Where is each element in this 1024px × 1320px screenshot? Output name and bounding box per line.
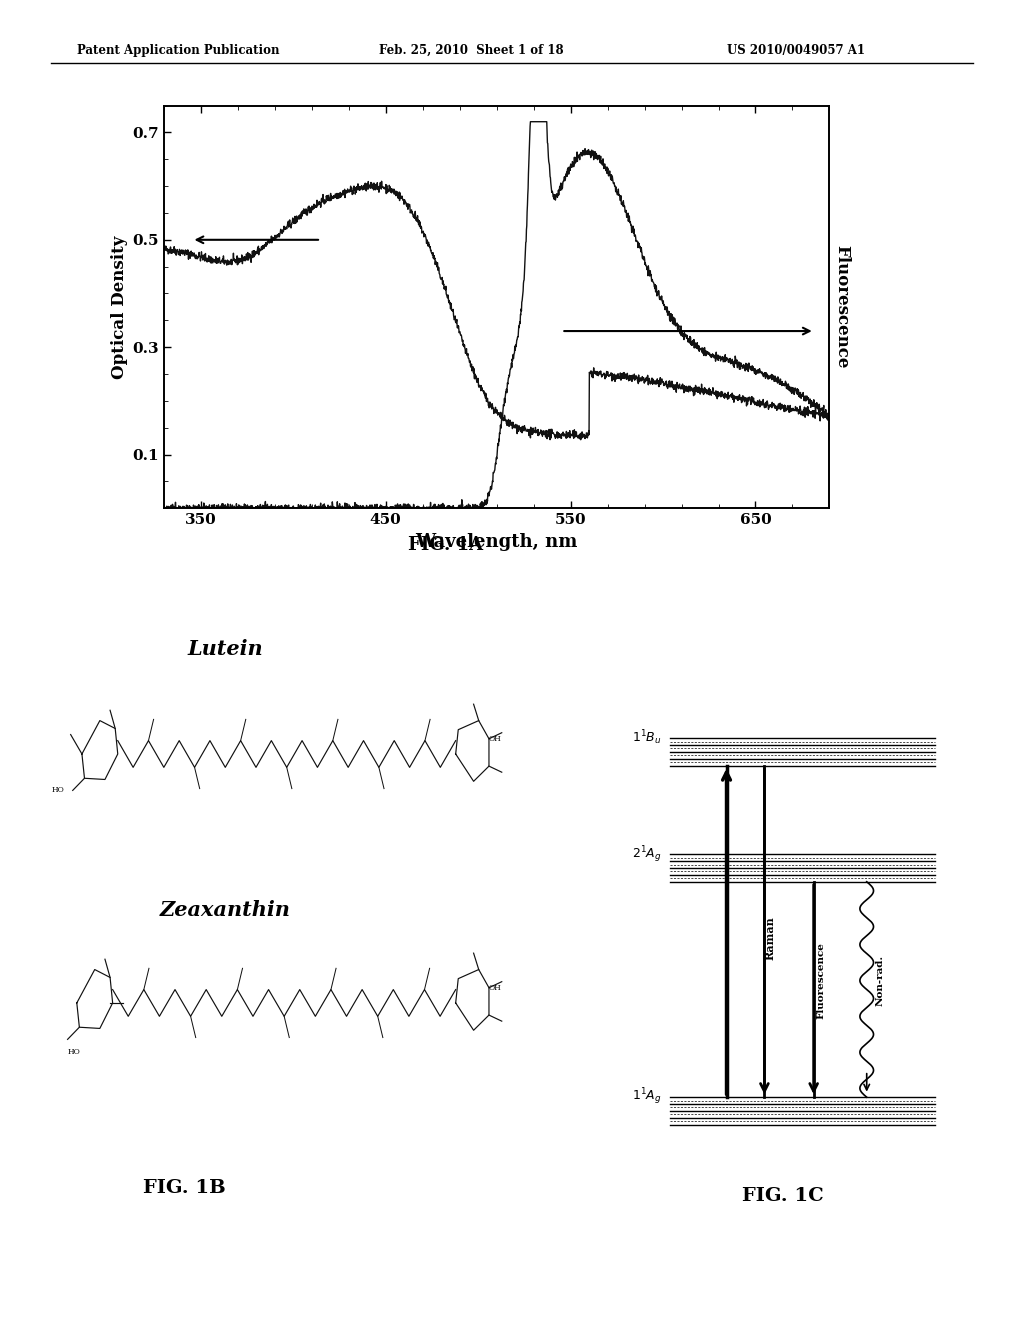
Text: OH: OH: [489, 735, 502, 743]
Text: HO: HO: [68, 1048, 81, 1056]
Text: US 2010/0049057 A1: US 2010/0049057 A1: [727, 44, 865, 57]
X-axis label: Wavelength, nm: Wavelength, nm: [416, 532, 578, 550]
Text: $1^1B_u$: $1^1B_u$: [633, 729, 663, 747]
Text: HO: HO: [51, 787, 63, 795]
Text: Fluorescence: Fluorescence: [816, 942, 825, 1019]
Text: FIG. 1A: FIG. 1A: [408, 536, 483, 554]
Text: FIG. 1B: FIG. 1B: [143, 1179, 225, 1197]
Text: FIG. 1C: FIG. 1C: [742, 1187, 824, 1205]
Text: $1^1A_g$: $1^1A_g$: [633, 1086, 663, 1107]
Y-axis label: Fluorescence: Fluorescence: [834, 246, 850, 368]
Text: Patent Application Publication: Patent Application Publication: [77, 44, 280, 57]
Y-axis label: Optical Density: Optical Density: [112, 235, 128, 379]
Text: OH: OH: [489, 983, 502, 991]
Text: Non-rad.: Non-rad.: [876, 954, 885, 1006]
Text: Zeaxanthin: Zeaxanthin: [160, 900, 291, 920]
Text: Lutein: Lutein: [187, 639, 263, 659]
Text: Raman: Raman: [765, 916, 775, 960]
Text: $2^1A_g$: $2^1A_g$: [633, 843, 663, 865]
Text: Feb. 25, 2010  Sheet 1 of 18: Feb. 25, 2010 Sheet 1 of 18: [379, 44, 563, 57]
